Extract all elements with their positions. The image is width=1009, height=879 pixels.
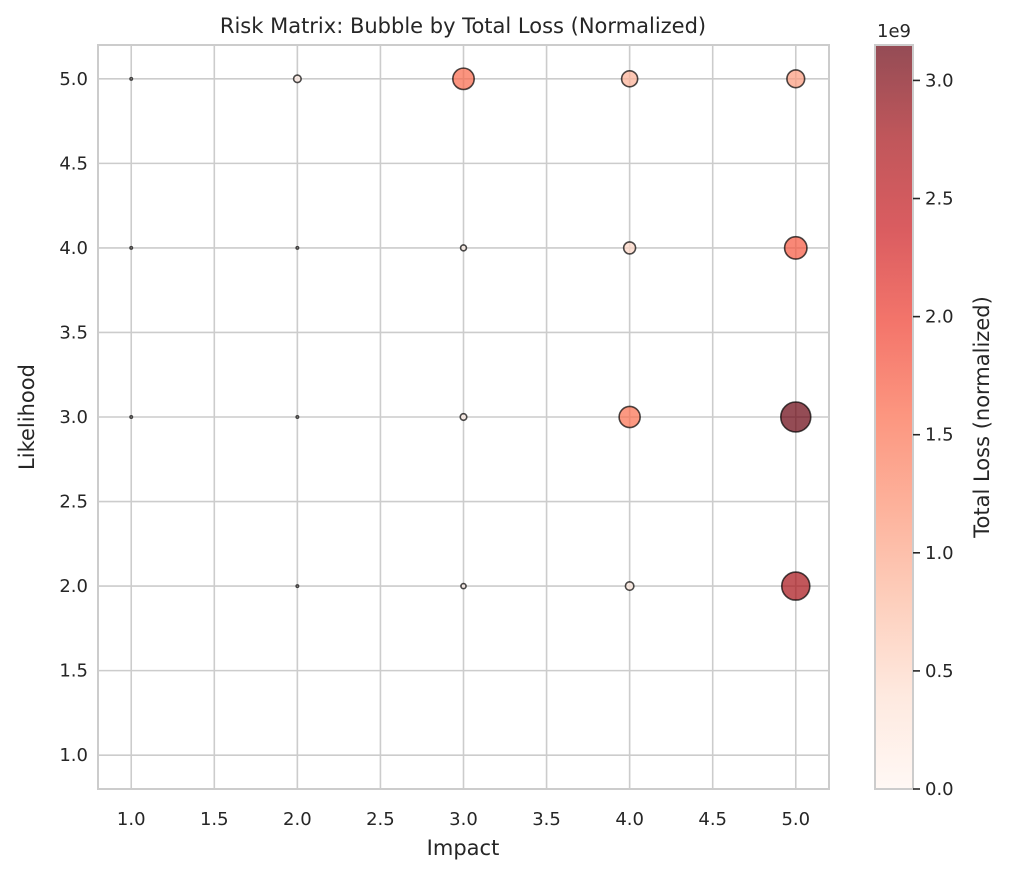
- colorbar-offset-text: 1e9: [877, 21, 911, 42]
- x-tick-label: 2.5: [366, 809, 395, 830]
- bubble: [129, 414, 134, 419]
- bubble: [295, 414, 300, 419]
- colorbar-label: Total Loss (normalized): [970, 296, 994, 539]
- x-tick-label: 2.0: [283, 809, 312, 830]
- bubble: [780, 571, 811, 601]
- bubble: [129, 245, 134, 250]
- bubble: [622, 241, 637, 255]
- colorbar-tick-label: 1.0: [925, 543, 954, 564]
- bubble: [620, 69, 639, 88]
- x-tick-label: 1.5: [200, 809, 229, 830]
- x-tick-label: 3.0: [449, 809, 478, 830]
- chart-title: Risk Matrix: Bubble by Total Loss (Norma…: [220, 14, 706, 38]
- y-tick-label: 3.5: [59, 322, 88, 343]
- bubble: [295, 584, 300, 589]
- x-tick-labels: 1.0 1.5 2.0 2.5 3.0 3.5 4.0 4.5 5.0: [117, 809, 810, 830]
- colorbar-tick-label: 2.0: [925, 307, 954, 328]
- x-tick-label: 4.5: [698, 809, 727, 830]
- x-axis-label: Impact: [427, 836, 500, 860]
- y-axis-label: Likelihood: [15, 364, 39, 470]
- bubbles: [129, 67, 812, 601]
- plot-frame: [97, 44, 830, 790]
- bubble: [786, 69, 806, 89]
- colorbar-tick-label: 2.5: [925, 189, 954, 210]
- bubble: [452, 67, 475, 91]
- colorbar-tick-label: 3.0: [925, 70, 954, 91]
- colorbar-ticks: 0.0 0.5 1.0 1.5 2.0 2.5 3.0: [913, 70, 954, 800]
- colorbar-frame: [874, 44, 914, 790]
- y-tick-label: 3.0: [59, 407, 88, 428]
- bubble: [779, 401, 812, 433]
- x-tick-label: 3.5: [532, 809, 561, 830]
- x-tick-label: 4.0: [615, 809, 644, 830]
- colorbar: 0.0 0.5 1.0 1.5 2.0 2.5 3.0 1e9 Total Loss (no…: [874, 21, 994, 800]
- colorbar-tick-label: 1.5: [925, 425, 954, 446]
- y-tick-label: 1.5: [59, 661, 88, 682]
- bubble: [292, 74, 302, 84]
- x-tick-label: 1.0: [117, 809, 146, 830]
- y-tick-label: 4.0: [59, 238, 88, 259]
- y-tick-label: 5.0: [59, 69, 88, 90]
- colorbar-tick-label: 0.0: [925, 779, 954, 800]
- y-tick-labels: 1.0 1.5 2.0 2.5 3.0 3.5 4.0 4.5 5.0: [59, 69, 88, 766]
- colorbar-tick-label: 0.5: [925, 661, 954, 682]
- bubble: [624, 581, 635, 592]
- bubble: [459, 412, 468, 422]
- y-tick-label: 4.5: [59, 153, 88, 174]
- bubble: [618, 405, 641, 429]
- x-tick-label: 5.0: [781, 809, 810, 830]
- bubble: [295, 245, 300, 250]
- y-tick-label: 2.0: [59, 576, 88, 597]
- bubble: [460, 582, 467, 590]
- bubble: [459, 244, 468, 252]
- y-tick-label: 2.5: [59, 492, 88, 513]
- colorbar-gradient: [875, 45, 913, 789]
- y-tick-label: 1.0: [59, 745, 88, 766]
- bubble: [129, 76, 134, 81]
- bubble: [783, 235, 808, 260]
